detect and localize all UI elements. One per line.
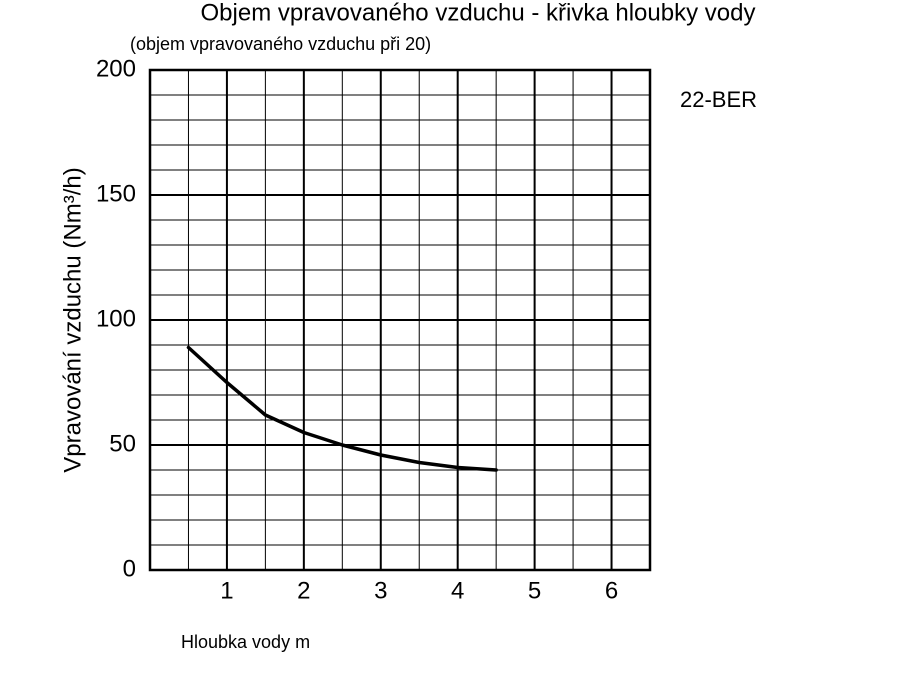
y-tick-label: 150 bbox=[96, 180, 136, 207]
x-tick-label: 3 bbox=[374, 577, 387, 604]
chart-title: Objem vpravovaného vzduchu - křivka hlou… bbox=[201, 0, 756, 26]
annotation: 22-BER bbox=[680, 87, 757, 112]
x-tick-label: 4 bbox=[451, 577, 464, 604]
x-tick-label: 2 bbox=[297, 577, 310, 604]
x-tick-label: 1 bbox=[220, 577, 233, 604]
y-axis-label: Vpravování vzduchu (Nm³/h) bbox=[59, 167, 86, 472]
y-tick-label: 50 bbox=[109, 430, 136, 457]
chart-subtitle: (objem vpravovaného vzduchu při 20) bbox=[130, 34, 431, 54]
data-line bbox=[186, 345, 498, 472]
y-tick-label: 200 bbox=[96, 55, 136, 82]
y-tick-label: 100 bbox=[96, 305, 136, 332]
y-tick-label: 0 bbox=[123, 555, 136, 582]
x-tick-label: 6 bbox=[605, 577, 618, 604]
plot-frame bbox=[148, 68, 652, 572]
x-axis-label: Hloubka vody m bbox=[181, 632, 310, 652]
x-tick-label: 5 bbox=[528, 577, 541, 604]
